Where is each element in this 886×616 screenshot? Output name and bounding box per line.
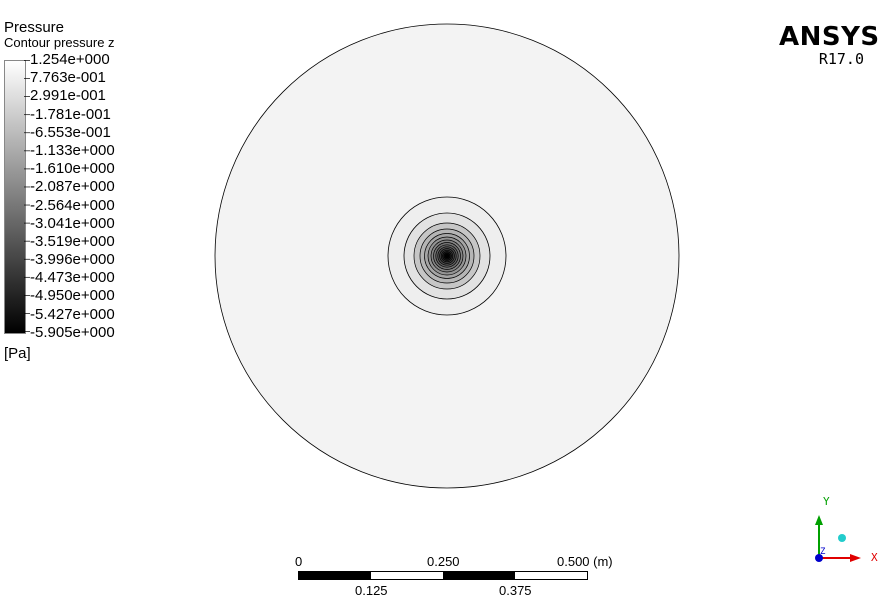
scale-segment [443, 572, 515, 579]
scale-segment [371, 572, 443, 579]
legend-level: -2.564e+000 [30, 196, 115, 214]
x-axis-label: X [871, 551, 878, 564]
legend-level: -1.133e+000 [30, 141, 115, 159]
legend-level: -4.950e+000 [30, 287, 115, 305]
scale-bar [298, 571, 588, 580]
scale-label-125: 0.125 [355, 583, 388, 598]
ansys-logo: ANSYS [779, 22, 880, 52]
scale-label-500: 0.500 (m) [557, 554, 613, 569]
contour-ring [444, 253, 450, 259]
z-axis-origin [815, 554, 823, 562]
legend-level: 2.991e-001 [30, 87, 106, 105]
scale-label-250: 0.250 [427, 554, 460, 569]
y-axis-label: Y [823, 495, 830, 508]
legend-level: -4.473e+000 [30, 269, 115, 287]
legend-level: -6.553e-001 [30, 123, 111, 141]
scale-segment [515, 572, 587, 579]
legend-color-bar [4, 60, 26, 334]
legend-title: Pressure [4, 19, 65, 36]
legend-unit: [Pa] [4, 345, 31, 362]
legend-ticks [24, 60, 30, 332]
legend-level: 1.254e+000 [30, 51, 110, 68]
legend-level: -1.781e-001 [30, 105, 111, 123]
legend-level: -3.041e+000 [30, 214, 115, 232]
legend-level: -1.610e+000 [30, 160, 115, 178]
legend-subtitle: Contour pressure z [4, 35, 115, 50]
legend-level: -5.905e+000 [30, 323, 115, 341]
legend-level: -5.427e+000 [30, 305, 115, 323]
version-label: R17.0 [818, 50, 864, 68]
legend-level: -2.087e+000 [30, 178, 115, 196]
z-axis-label: Z [820, 547, 826, 557]
legend-level: 7.763e-001 [30, 69, 106, 87]
scale-label-375: 0.375 [499, 583, 532, 598]
legend-level: -3.519e+000 [30, 232, 115, 250]
view-center-sphere [838, 534, 846, 542]
axis-triad[interactable]: Y X Z [800, 490, 886, 576]
scale-segment [299, 572, 371, 579]
legend-level: -3.996e+000 [30, 251, 115, 269]
y-axis-arrow [815, 515, 823, 525]
legend-labels: 1.254e+000 7.763e-001 2.991e-001 -1.781e… [30, 51, 115, 342]
vortex-core-contours [413, 222, 481, 290]
x-axis-arrow [850, 554, 861, 562]
scale-label-0: 0 [295, 554, 303, 569]
